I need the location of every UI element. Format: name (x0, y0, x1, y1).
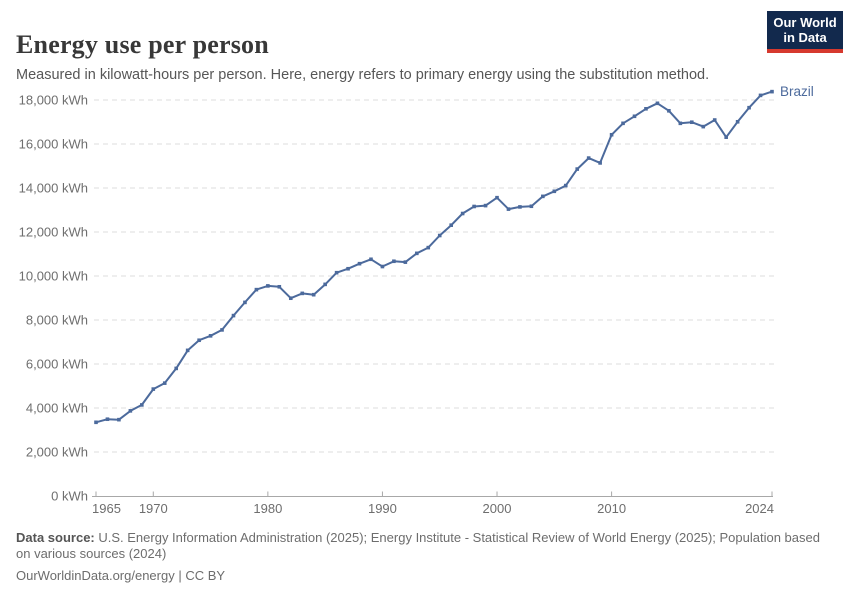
data-point-marker (701, 124, 706, 129)
data-point-marker (380, 264, 385, 269)
x-axis-tick-label: 1965 (92, 501, 121, 516)
data-point-marker (518, 205, 522, 209)
y-axis-tick-label: 4,000 kWh (26, 401, 88, 416)
data-point-marker (162, 381, 167, 385)
data-point-marker (243, 300, 247, 305)
owid-url-link[interactable]: OurWorldinData.org/energy (16, 568, 175, 584)
data-point-marker (403, 260, 408, 264)
data-point-marker (346, 266, 350, 271)
data-point-marker (541, 194, 545, 199)
data-point-marker (552, 189, 557, 194)
data-point-marker (140, 403, 144, 407)
x-axis-tick-label: 2010 (597, 501, 626, 516)
owid-logo-line1: Our World (773, 15, 837, 30)
data-source-note: Data source: U.S. Energy Information Adm… (16, 530, 828, 561)
data-point-marker (185, 348, 190, 353)
data-point-marker (266, 284, 270, 288)
data-point-marker (460, 211, 465, 216)
data-point-marker (483, 203, 488, 208)
data-point-marker (254, 287, 259, 292)
y-axis-tick-label: 10,000 kWh (19, 269, 88, 284)
data-point-marker (689, 120, 694, 125)
data-point-marker (117, 417, 121, 422)
y-axis-tick-label: 0 kWh (51, 489, 88, 504)
data-point-marker (288, 296, 293, 301)
data-point-marker (94, 420, 98, 425)
data-point-marker (529, 204, 534, 209)
chart-footer: Data source: U.S. Energy Information Adm… (16, 530, 828, 584)
data-point-marker (758, 93, 763, 98)
data-point-marker (586, 156, 591, 160)
data-point-marker (105, 417, 110, 422)
y-axis-tick-label: 14,000 kWh (19, 181, 88, 196)
data-point-marker (495, 195, 499, 200)
data-point-marker (449, 223, 453, 227)
x-axis-tick-label: 2024 (745, 501, 774, 516)
data-point-marker (735, 119, 740, 124)
footer-separator: | (174, 568, 186, 584)
y-axis-tick-label: 16,000 kWh (19, 137, 88, 152)
y-axis-tick-label: 18,000 kWh (19, 93, 88, 108)
data-point-marker (300, 291, 305, 296)
data-point-marker (678, 121, 683, 126)
data-point-marker (621, 121, 625, 126)
data-point-marker (197, 338, 201, 343)
x-axis-tick-label: 1970 (139, 501, 168, 516)
data-point-marker (644, 107, 648, 111)
data-point-marker (655, 101, 660, 106)
y-axis-tick-label: 2,000 kWh (26, 445, 88, 460)
data-source-text: U.S. Energy Information Administration (… (16, 530, 820, 561)
page-title: Energy use per person (16, 30, 269, 60)
data-point-marker (724, 135, 728, 139)
data-point-marker (208, 334, 213, 338)
data-point-marker (598, 161, 602, 165)
data-point-marker (575, 167, 580, 171)
data-point-marker (609, 132, 614, 137)
data-point-marker (632, 114, 637, 119)
data-point-marker (415, 251, 419, 256)
data-point-marker (151, 387, 156, 391)
data-point-marker (357, 261, 362, 266)
data-point-marker (323, 282, 327, 287)
data-point-marker (231, 313, 236, 318)
y-axis-tick-label: 12,000 kWh (19, 225, 88, 240)
owid-logo[interactable]: Our World in Data (767, 11, 843, 53)
series-label-brazil: Brazil (780, 84, 814, 99)
x-axis-tick-label: 2000 (483, 501, 512, 516)
data-point-marker (128, 409, 133, 413)
y-axis-tick-label: 6,000 kWh (26, 357, 88, 372)
data-source-label: Data source: (16, 530, 95, 545)
data-point-marker (667, 108, 671, 113)
data-point-marker (712, 118, 717, 122)
data-point-marker (334, 270, 339, 275)
data-point-marker (747, 105, 751, 110)
data-point-marker (506, 207, 511, 211)
data-point-marker (437, 233, 442, 238)
data-point-marker (220, 328, 224, 332)
y-axis-tick-label: 8,000 kWh (26, 313, 88, 328)
page-subtitle: Measured in kilowatt-hours per person. H… (16, 66, 710, 83)
series-line-brazil (95, 90, 773, 424)
x-axis-tick-label: 1990 (368, 501, 397, 516)
data-point-marker (472, 204, 476, 209)
data-point-marker (174, 366, 179, 371)
data-point-marker (392, 259, 396, 264)
license-link[interactable]: CC BY (185, 568, 226, 584)
data-point-marker (277, 284, 282, 289)
data-point-marker (369, 257, 373, 262)
x-axis-tick-label: 1980 (253, 501, 282, 516)
data-point-marker (426, 245, 431, 250)
data-point-marker (563, 183, 568, 188)
owid-logo-line2: in Data (783, 30, 827, 45)
data-point-marker (311, 292, 316, 297)
data-point-marker (770, 89, 774, 94)
